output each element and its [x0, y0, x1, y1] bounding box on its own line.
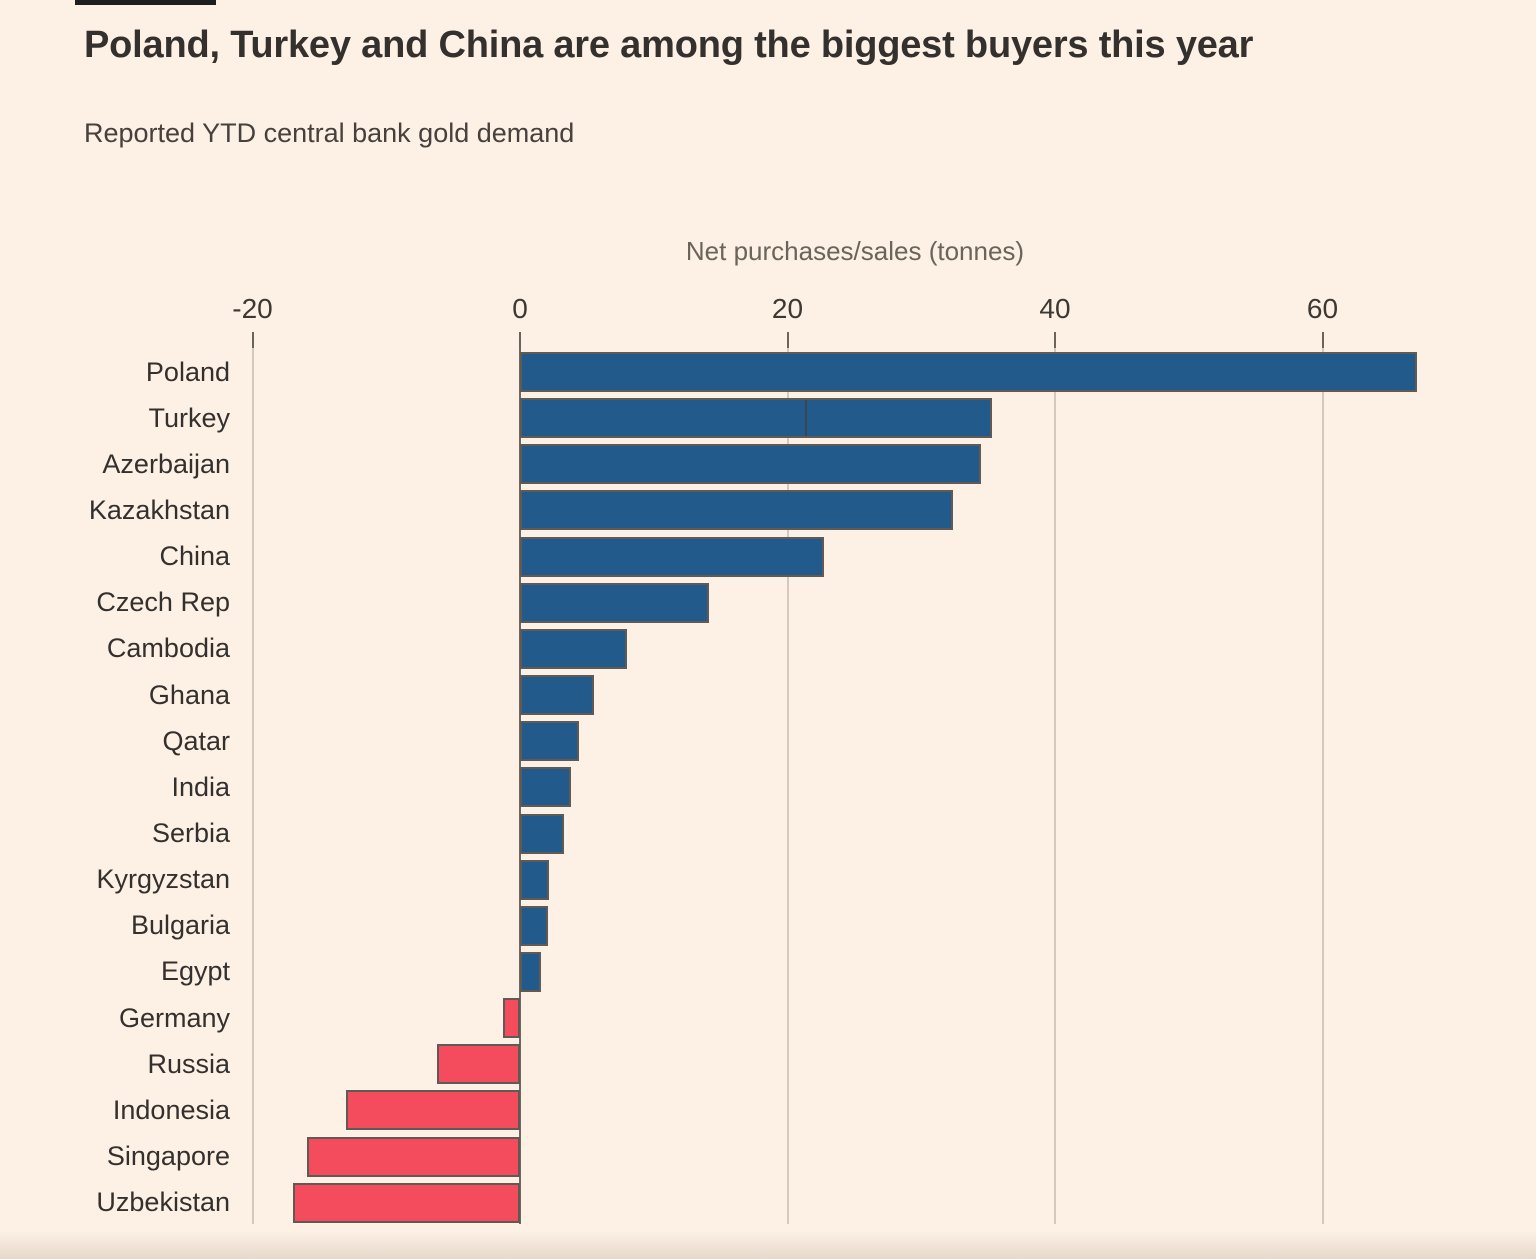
- bar-germany[interactable]: [502, 998, 520, 1039]
- category-label-russia: Russia: [147, 1048, 230, 1079]
- category-label-bulgaria: Bulgaria: [130, 910, 230, 941]
- bar-azerbaijan[interactable]: [520, 444, 982, 485]
- x-tick-mark: [1054, 332, 1056, 348]
- bar-kazakhstan[interactable]: [520, 490, 954, 531]
- category-label-singapore: Singapore: [106, 1141, 230, 1172]
- x-tick-label: 60: [1306, 293, 1339, 324]
- x-tick-mark: [1321, 332, 1324, 348]
- bar-serbia[interactable]: [520, 813, 565, 854]
- x-tick-label: 20: [771, 293, 804, 324]
- category-label-indonesia: Indonesia: [112, 1094, 230, 1125]
- category-label-uzbekistan: Uzbekistan: [96, 1187, 230, 1218]
- bar-singapore[interactable]: [307, 1136, 520, 1177]
- category-label-egypt: Egypt: [160, 956, 230, 987]
- bar-cambodia[interactable]: [520, 628, 627, 669]
- gridline: [786, 348, 789, 1224]
- bar-poland[interactable]: [520, 352, 1418, 392]
- bar-qatar[interactable]: [520, 721, 579, 762]
- chart-title: Poland, Turkey and China are among the b…: [84, 24, 1254, 66]
- category-label-turkey: Turkey: [148, 402, 230, 433]
- x-tick-mark: [251, 332, 254, 348]
- category-label-poland: Poland: [145, 356, 230, 387]
- bar-indonesia[interactable]: [346, 1090, 520, 1131]
- x-tick-label: 40: [1039, 293, 1071, 324]
- category-label-czech-rep: Czech Rep: [96, 587, 230, 618]
- category-label-germany: Germany: [118, 1002, 230, 1033]
- x-tick-label: 0: [512, 293, 528, 324]
- gridline: [1054, 348, 1056, 1224]
- bar-kyrgyzstan[interactable]: [520, 859, 550, 900]
- hover-marker-line: [805, 400, 808, 437]
- x-tick-mark: [519, 332, 521, 348]
- category-label-ghana: Ghana: [148, 679, 230, 710]
- category-label-azerbaijan: Azerbaijan: [102, 448, 230, 479]
- top-strip: [75, 0, 216, 5]
- category-label-india: India: [171, 771, 230, 802]
- bar-turkey[interactable]: [520, 398, 993, 439]
- bottom-shade: [0, 1231, 1536, 1259]
- category-label-china: China: [159, 541, 230, 572]
- chart-subtitle: Reported YTD central bank gold demand: [84, 118, 575, 148]
- category-label-kazakhstan: Kazakhstan: [88, 494, 230, 525]
- category-label-kyrgyzstan: Kyrgyzstan: [96, 864, 230, 895]
- bar-bulgaria[interactable]: [520, 905, 549, 946]
- gridline: [1321, 348, 1324, 1224]
- bar-india[interactable]: [520, 767, 571, 808]
- x-axis-title: Net purchases/sales (tonnes): [685, 236, 1025, 266]
- bar-egypt[interactable]: [520, 951, 542, 992]
- bar-czech-rep[interactable]: [520, 582, 709, 623]
- x-tick-label: -20: [232, 293, 273, 324]
- bar-russia[interactable]: [437, 1044, 520, 1085]
- bar-china[interactable]: [520, 536, 824, 577]
- bar-uzbekistan[interactable]: [292, 1182, 520, 1223]
- category-label-cambodia: Cambodia: [106, 633, 230, 664]
- category-label-qatar: Qatar: [162, 725, 230, 756]
- gridline: [251, 348, 254, 1224]
- x-tick-mark: [786, 332, 789, 348]
- bar-ghana[interactable]: [520, 675, 594, 716]
- category-label-serbia: Serbia: [151, 818, 230, 848]
